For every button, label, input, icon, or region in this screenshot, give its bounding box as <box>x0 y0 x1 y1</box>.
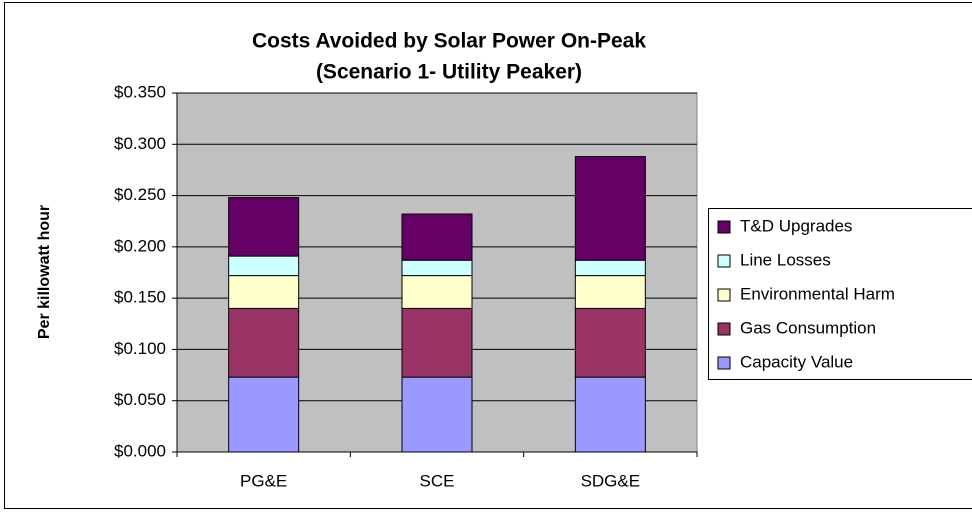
bar-segment <box>228 376 300 453</box>
legend-swatch <box>717 220 731 234</box>
y-axis-label: Per killowatt hour <box>36 205 53 339</box>
legend-swatch <box>717 254 731 268</box>
chart-title: Costs Avoided by Solar Power On-Peak <box>252 30 646 53</box>
y-tick-label: $0.100 <box>114 339 166 358</box>
bar-segment <box>228 307 300 378</box>
x-tick-label: PG&E <box>240 471 287 490</box>
y-tick-label: $0.350 <box>114 82 166 101</box>
x-tick-label: SCE <box>420 471 455 490</box>
legend-swatch <box>717 322 731 336</box>
bar-segment <box>401 213 473 261</box>
bar-segment <box>228 197 300 257</box>
y-tick-label: $0.300 <box>114 134 166 153</box>
bar-segment <box>401 307 473 378</box>
legend-label: Environmental Harm <box>740 284 895 303</box>
y-tick-label: $0.250 <box>114 185 166 204</box>
chart-subtitle: (Scenario 1- Utility Peaker) <box>316 61 582 84</box>
bar-segment <box>228 275 300 309</box>
bar-segment <box>228 255 300 277</box>
bar-segment <box>401 376 473 453</box>
bar-segment <box>574 156 646 261</box>
legend <box>708 208 972 380</box>
bar-segment <box>574 376 646 453</box>
legend-swatch <box>717 288 731 302</box>
bar-segment <box>574 307 646 378</box>
bar-segment <box>574 259 646 277</box>
y-tick-label: $0.150 <box>114 288 166 307</box>
y-tick-label: $0.050 <box>114 390 166 409</box>
y-tick-label: $0.200 <box>114 236 166 255</box>
bar-segment <box>401 275 473 309</box>
legend-label: Gas Consumption <box>740 318 876 337</box>
legend-label: Capacity Value <box>740 352 853 371</box>
x-tick-label: SDG&E <box>581 471 641 490</box>
legend-label: T&D Upgrades <box>740 216 852 235</box>
y-tick-label: $0.000 <box>114 441 166 460</box>
bar-segment <box>401 259 473 277</box>
legend-swatch <box>717 356 731 370</box>
bar-segment <box>574 275 646 309</box>
legend-label: Line Losses <box>740 250 831 269</box>
